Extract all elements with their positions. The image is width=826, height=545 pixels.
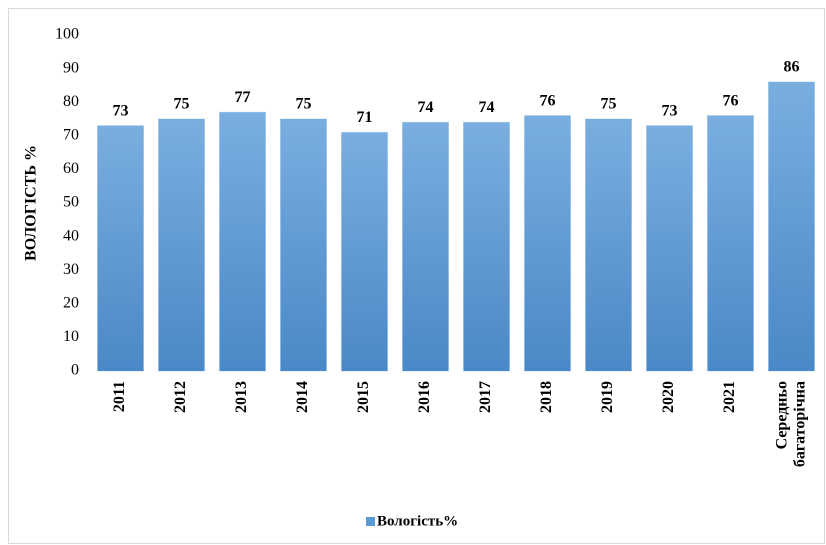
- legend-label: Вологість%: [377, 513, 458, 529]
- y-tick-label: 70: [63, 126, 79, 143]
- data-label: 74: [479, 99, 495, 116]
- data-label: 76: [540, 92, 556, 109]
- bar: [219, 111, 266, 372]
- x-tick-label: 2012: [172, 381, 189, 413]
- bar: [768, 81, 815, 372]
- data-label: 76: [723, 92, 739, 109]
- y-tick-label: 10: [63, 328, 79, 345]
- x-tick-label: 2015: [355, 381, 372, 413]
- x-tick-label: 2011: [111, 381, 128, 412]
- data-label: 75: [296, 96, 312, 113]
- y-tick-label: 0: [71, 362, 79, 379]
- y-tick-label: 60: [63, 160, 79, 177]
- bar: [341, 131, 388, 372]
- data-label: 77: [235, 89, 251, 106]
- legend-swatch: [366, 517, 375, 526]
- bar: [646, 125, 693, 372]
- y-tick-label: 100: [55, 26, 79, 43]
- y-axis-title: ВОЛОГІСТЬ %: [23, 145, 40, 261]
- y-tick-label: 30: [63, 261, 79, 278]
- y-tick-label: 20: [63, 294, 79, 311]
- bar: [402, 121, 449, 372]
- bar: [524, 115, 571, 372]
- x-tick-label: 2013: [233, 381, 250, 413]
- bar: [97, 125, 144, 372]
- x-tick-label: 2017: [477, 381, 494, 413]
- bar: [158, 118, 205, 372]
- y-tick-label: 50: [63, 194, 79, 211]
- data-label: 74: [418, 99, 434, 116]
- y-tick-label: 40: [63, 227, 79, 244]
- x-tick-label: 2019: [599, 381, 616, 413]
- x-tick-label: Середньобагаторічна: [773, 381, 808, 467]
- x-tick-label: 2020: [660, 381, 677, 413]
- data-label: 73: [113, 102, 129, 119]
- x-tick-label: 2014: [294, 381, 311, 413]
- data-label: 75: [174, 96, 190, 113]
- y-tick-label: 80: [63, 93, 79, 110]
- bar: [463, 121, 510, 372]
- x-tick-label: 2018: [538, 381, 555, 413]
- x-tick-label: 2016: [416, 381, 433, 413]
- data-label: 71: [357, 109, 373, 126]
- x-tick-label: 2021: [721, 381, 738, 413]
- y-tick-label: 90: [63, 59, 79, 76]
- data-label: 73: [662, 102, 678, 119]
- bar: [585, 118, 632, 372]
- bar: [707, 115, 754, 372]
- bar: [280, 118, 327, 372]
- data-label: 75: [601, 96, 617, 113]
- data-label: 86: [784, 59, 800, 76]
